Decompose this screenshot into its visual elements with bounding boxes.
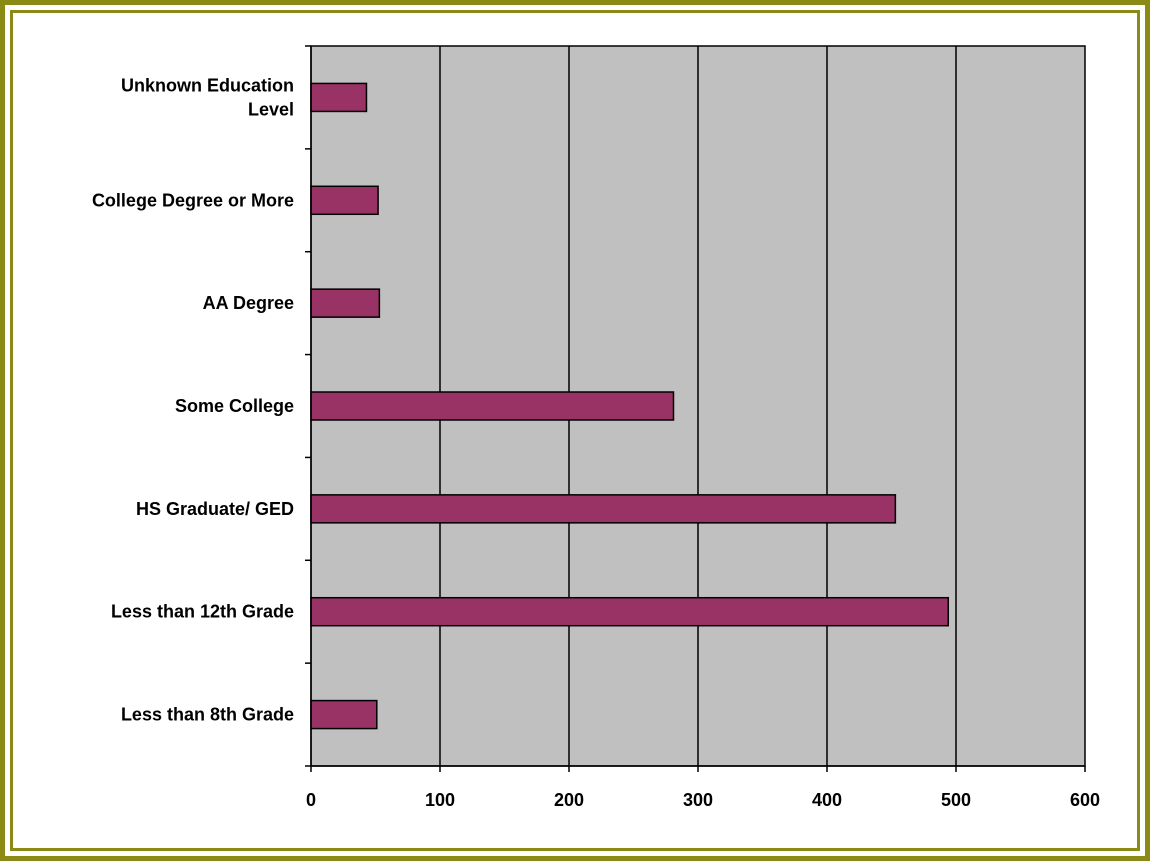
x-tick-label: 300 — [683, 790, 713, 810]
bar — [310, 596, 950, 627]
x-tick-label: 200 — [554, 790, 584, 810]
x-tick-label: 500 — [941, 790, 971, 810]
x-tick-label: 400 — [812, 790, 842, 810]
y-tick-label: HS Graduate/ GED — [136, 499, 294, 519]
x-tick-label: 600 — [1070, 790, 1100, 810]
bar — [310, 82, 368, 113]
y-tick-label: Less than 12th Grade — [111, 602, 294, 622]
y-tick-label: Less than 8th Grade — [121, 705, 294, 725]
x-tick-label: 0 — [306, 790, 316, 810]
x-tick-label: 100 — [425, 790, 455, 810]
bars — [310, 82, 950, 730]
bar — [310, 288, 381, 318]
bar — [310, 699, 378, 730]
y-tick-label: Unknown Education Level — [121, 75, 294, 119]
x-axis: 0 100 200 300 400 500 600 — [306, 765, 1100, 810]
y-tick-label: Some College — [175, 396, 294, 416]
bar — [310, 185, 379, 216]
y-axis: Less than 8th Grade Less than 12th Grade H… — [92, 45, 312, 767]
y-tick-label: AA Degree — [203, 293, 294, 313]
bar — [310, 391, 675, 421]
y-tick-label: College Degree or More — [92, 190, 294, 210]
bar — [310, 494, 897, 524]
